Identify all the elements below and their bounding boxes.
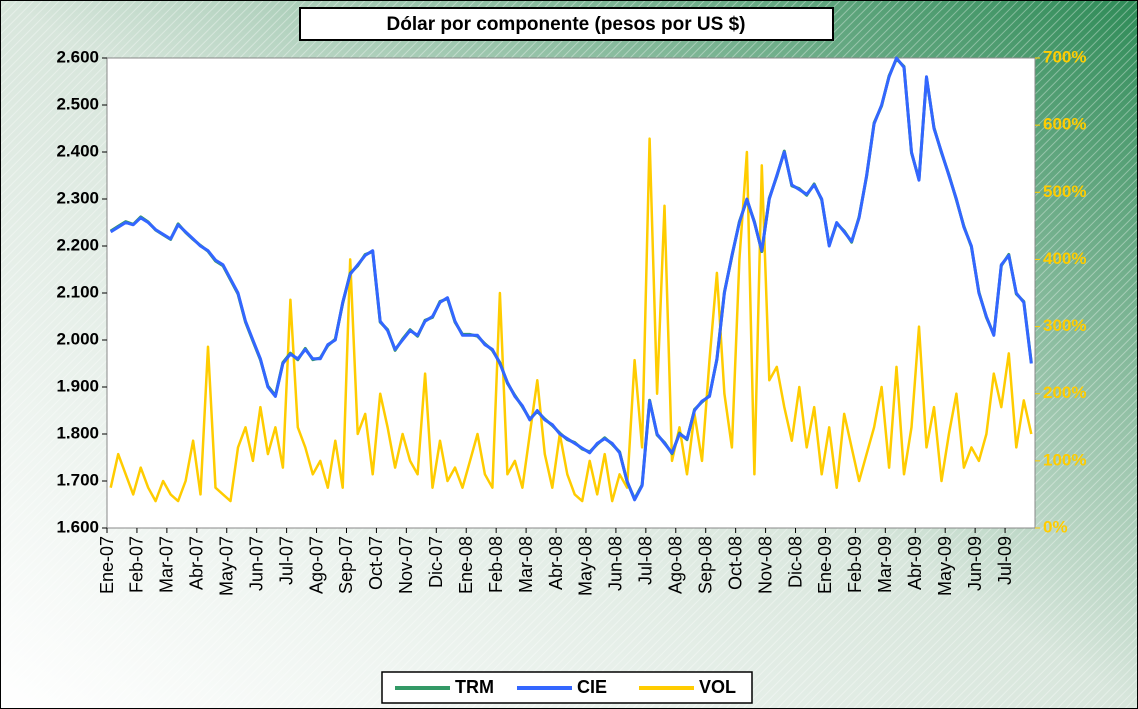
y2-tick-label: 400%: [1043, 249, 1086, 268]
y2-tick-label: 300%: [1043, 316, 1086, 335]
x-tick-label: Ago-08: [666, 536, 686, 594]
y2-tick-label: 200%: [1043, 383, 1086, 402]
y-tick-label: 1.800: [56, 423, 99, 442]
x-tick-label: Jun-09: [965, 536, 985, 591]
x-tick-label: Mar-08: [516, 536, 536, 593]
y2-tick-label: 100%: [1043, 450, 1086, 469]
x-tick-label: May-08: [576, 536, 596, 596]
x-tick-label: Mar-09: [875, 536, 895, 593]
x-tick-label: Jul-07: [276, 536, 296, 585]
x-tick-label: Ago-07: [306, 536, 326, 594]
x-tick-label: Mar-07: [157, 536, 177, 593]
y-tick-label: 2.100: [56, 282, 99, 301]
x-tick-label: Abr-07: [187, 536, 207, 590]
y-tick-label: 2.600: [56, 47, 99, 66]
x-tick-label: May-09: [935, 536, 955, 596]
y2-tick-label: 0%: [1043, 517, 1068, 536]
y-tick-label: 2.300: [56, 188, 99, 207]
x-tick-label: Dic-07: [426, 536, 446, 588]
series-line: [109, 56, 1033, 502]
y-tick-label: 2.000: [56, 329, 99, 348]
x-tick-label: Feb-08: [486, 536, 506, 593]
x-tick-label: Oct-07: [366, 536, 386, 590]
y-tick-label: 2.400: [56, 141, 99, 160]
title-box: [299, 7, 834, 41]
x-tick-label: Jul-09: [995, 536, 1015, 585]
legend-label: CIE: [577, 677, 607, 697]
x-tick-label: Feb-09: [845, 536, 865, 593]
plot-area: [106, 57, 1036, 529]
x-tick-label: Oct-08: [725, 536, 745, 590]
y-tick-label: 1.600: [56, 517, 99, 536]
y-tick-label: 2.500: [56, 94, 99, 113]
y2-tick-label: 700%: [1043, 47, 1086, 66]
y-tick-label: 1.900: [56, 376, 99, 395]
x-tick-label: Ene-09: [815, 536, 835, 594]
x-tick-label: Nov-07: [396, 536, 416, 594]
chart-title: Dólar por componente (pesos por US $): [387, 14, 746, 35]
x-tick-label: Abr-09: [905, 536, 925, 590]
legend-label: TRM: [455, 677, 494, 697]
series-line: [109, 137, 1033, 503]
legend-label: VOL: [699, 677, 736, 697]
y-tick-label: 2.200: [56, 235, 99, 254]
x-tick-label: Feb-07: [127, 536, 147, 593]
x-tick-label: Ene-07: [97, 536, 117, 594]
x-tick-label: May-07: [216, 536, 236, 596]
x-tick-label: Sep-07: [336, 536, 356, 594]
x-tick-label: Dic-08: [785, 536, 805, 588]
x-tick-label: Ene-08: [456, 536, 476, 594]
y2-tick-label: 500%: [1043, 182, 1086, 201]
x-tick-label: Sep-08: [695, 536, 715, 594]
x-tick-label: Jul-08: [636, 536, 656, 585]
x-tick-label: Jun-07: [246, 536, 266, 591]
y-tick-label: 1.700: [56, 470, 99, 489]
x-tick-label: Nov-08: [755, 536, 775, 594]
x-tick-label: Abr-08: [546, 536, 566, 590]
y2-tick-label: 600%: [1043, 115, 1086, 134]
x-tick-label: Jun-08: [606, 536, 626, 591]
